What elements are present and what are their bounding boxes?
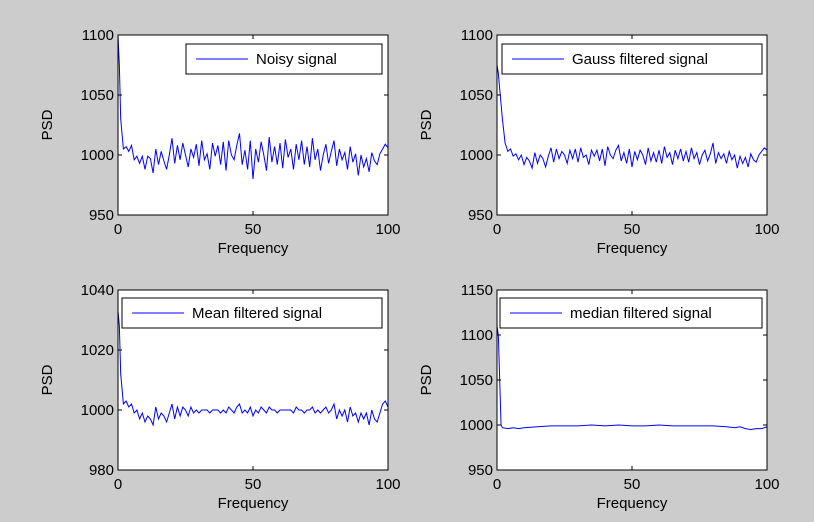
y-tick-label: 950	[468, 207, 493, 224]
y-tick-label: 1000	[460, 417, 493, 434]
x-tick-label: 100	[375, 476, 400, 493]
legend: median filtered signal	[499, 297, 763, 329]
y-axis-label: PSD	[39, 109, 56, 140]
legend-entry: Mean filtered signal	[192, 305, 322, 322]
y-tick-label: 1100	[82, 27, 114, 44]
y-tick-label: 1000	[460, 147, 493, 164]
x-tick-label: 100	[754, 221, 779, 238]
y-tick-label: 1040	[81, 282, 114, 299]
legend-box	[121, 297, 383, 329]
subplot-1: 0 50 100 950 1000 1050 1100 Frequency PSD Noisy s…	[39, 27, 401, 257]
y-axis-label: PSD	[418, 364, 435, 395]
y-tick-label: 1100	[461, 327, 493, 344]
legend-entry: Gauss filtered signal	[572, 51, 708, 68]
legend: Gauss filtered signal	[501, 43, 763, 75]
x-axis-label: Frequency	[597, 495, 668, 512]
x-tick-label: 50	[624, 221, 641, 238]
y-tick-label: 1050	[81, 87, 114, 104]
x-tick-label: 0	[114, 221, 122, 238]
x-tick-label: 0	[114, 476, 122, 493]
x-axis-label: Frequency	[218, 495, 289, 512]
x-tick-label: 50	[245, 221, 262, 238]
x-tick-label: 0	[493, 476, 501, 493]
series-line-1	[497, 64, 767, 171]
subplot-3: 0 50 100 980 1000 1020 1040 Frequency PSD Mean fi…	[39, 282, 401, 512]
y-tick-label: 950	[468, 462, 493, 479]
y-tick-label: 1050	[460, 372, 493, 389]
legend: Noisy signal	[185, 43, 383, 75]
x-axis-label: Frequency	[597, 240, 668, 257]
x-axis-label: Frequency	[218, 240, 289, 257]
series-line-1	[497, 325, 767, 431]
y-tick-label: 1000	[81, 402, 114, 419]
y-tick-label: 1020	[81, 342, 114, 359]
y-axis-label: PSD	[418, 109, 435, 140]
subplot-4: 0 50 100 950 1000 1050 1100 1150 Frequency PSD med…	[418, 282, 780, 512]
y-tick-label: 980	[89, 462, 114, 479]
y-tick-label: 1100	[461, 27, 493, 44]
x-tick-label: 100	[375, 221, 400, 238]
legend-entry: Noisy signal	[256, 51, 337, 68]
y-tick-label: 1000	[81, 147, 114, 164]
y-axis-label: PSD	[39, 364, 56, 395]
x-tick-label: 50	[245, 476, 262, 493]
y-tick-label: 950	[89, 207, 114, 224]
x-tick-label: 0	[493, 221, 501, 238]
legend: Mean filtered signal	[121, 297, 383, 329]
y-tick-label: 1050	[460, 87, 493, 104]
x-tick-label: 100	[754, 476, 779, 493]
series-line-1	[118, 35, 388, 180]
series-line-1	[118, 310, 388, 427]
subplot-2: 0 50 100 950 1000 1050 1100 Frequency PSD Gauss f…	[418, 27, 780, 257]
x-tick-label: 50	[624, 476, 641, 493]
y-tick-label: 1150	[461, 282, 493, 299]
legend-entry: median filtered signal	[570, 305, 712, 322]
